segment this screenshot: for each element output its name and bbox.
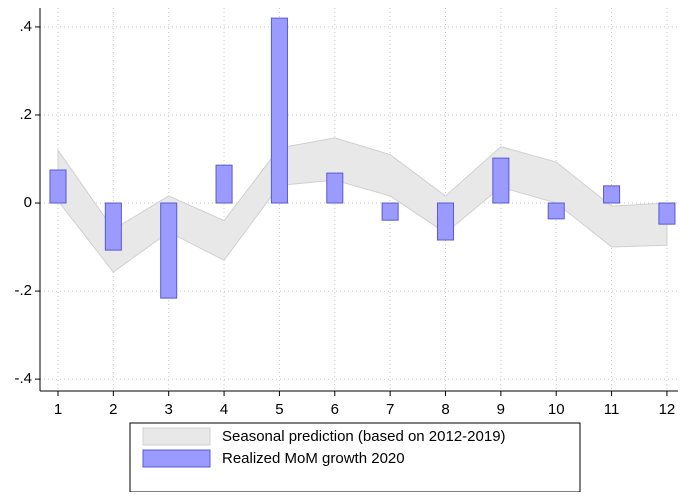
x-tick-label: 4 [220, 401, 228, 418]
x-tick-label: 2 [109, 401, 117, 418]
bar [104, 202, 122, 251]
legend-swatch [142, 449, 211, 468]
bar [270, 17, 288, 204]
x-tick-label: 7 [386, 401, 394, 418]
y-tick-label: 0 [24, 194, 32, 211]
bar [49, 169, 67, 204]
x-tick-label: 1 [54, 401, 62, 418]
x-tick-label: 10 [548, 401, 565, 418]
x-tick-label: 5 [275, 401, 283, 418]
y-tick-label: .2 [19, 106, 32, 123]
x-tick-label: 9 [497, 401, 505, 418]
bar [381, 202, 399, 221]
bar [547, 202, 565, 220]
bar [326, 172, 344, 204]
legend-label: Realized MoM growth 2020 [222, 450, 405, 467]
x-tick-label: 6 [331, 401, 339, 418]
band [57, 137, 668, 273]
legend-label: Seasonal prediction (based on 2012-2019) [222, 428, 506, 445]
x-tick-label: 12 [659, 401, 676, 418]
bar [492, 157, 510, 204]
y-tick-label: .4 [19, 18, 32, 35]
y-tick-label: -.4 [14, 370, 32, 387]
bar [658, 202, 676, 225]
bar [215, 164, 233, 204]
y-tick-label: -.2 [14, 282, 32, 299]
x-tick-label: 8 [441, 401, 449, 418]
bar [603, 185, 621, 204]
legend-swatch [142, 427, 211, 446]
bar [436, 202, 455, 241]
x-tick-label: 3 [165, 401, 173, 418]
bar [160, 202, 178, 299]
x-tick-label: 11 [604, 401, 620, 418]
